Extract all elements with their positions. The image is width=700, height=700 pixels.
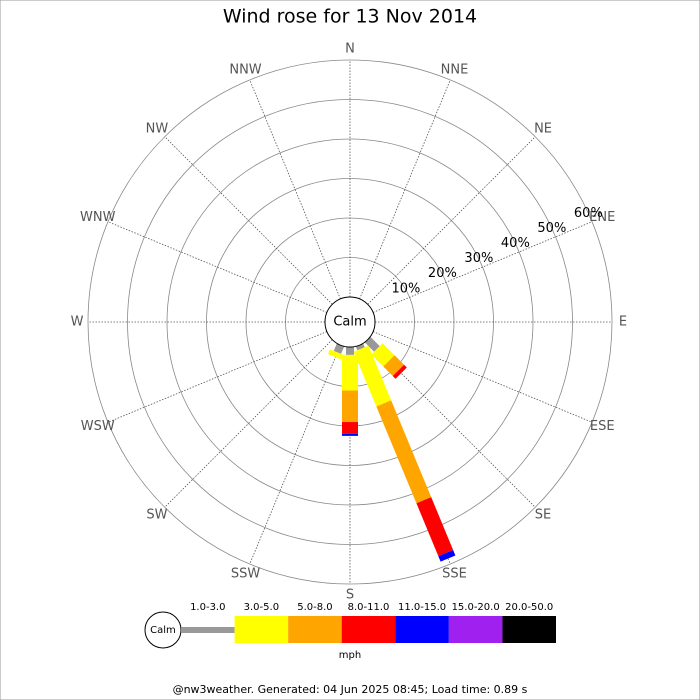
legend-unit: mph	[339, 650, 361, 661]
spoke	[107, 221, 328, 313]
spoke	[359, 79, 451, 300]
chart-title: Wind rose for 13 Nov 2014	[223, 6, 477, 28]
grid-ring	[166, 138, 534, 506]
tick-label: 30%	[464, 251, 493, 266]
legend-swatch	[502, 616, 556, 643]
direction-label: SW	[146, 508, 167, 523]
legend-swatch	[288, 616, 342, 643]
calm-circle	[324, 296, 376, 348]
bar-segment	[353, 345, 392, 407]
bar-segment	[376, 400, 432, 504]
direction-label: WNW	[80, 210, 116, 225]
tick-label: 10%	[391, 281, 420, 296]
legend: Calm mph 1.0-3.0 3.0-5.0 5.0-8.0 8.0-11.0 11…	[144, 602, 556, 661]
bar-segment	[355, 343, 365, 351]
legend-swatch	[181, 627, 235, 633]
bar-segment	[383, 355, 405, 377]
spoke	[367, 136, 536, 305]
spoke	[164, 136, 333, 305]
direction-label: ENE	[589, 210, 615, 225]
direction-label: NE	[534, 121, 552, 136]
direction-label: NW	[146, 121, 169, 136]
bar-segment	[392, 364, 407, 379]
direction-label: W	[71, 315, 84, 330]
bar-segment	[346, 347, 354, 355]
legend-swatch	[341, 616, 396, 643]
bar-segment	[416, 497, 454, 557]
tick-label: 60%	[574, 206, 603, 221]
bar-segment	[333, 343, 345, 354]
grid-ring	[87, 59, 613, 585]
spoke	[249, 79, 341, 300]
direction-label: ESE	[590, 419, 615, 434]
tick-label: 40%	[501, 236, 530, 251]
spoke	[107, 331, 328, 423]
spoke	[372, 221, 593, 313]
spoke	[372, 331, 593, 423]
direction-label: SSW	[231, 567, 261, 582]
direction-label: NNE	[441, 62, 469, 77]
spoke	[164, 339, 333, 508]
legend-label: 20.0-50.0	[505, 602, 553, 613]
legend-label: 3.0-5.0	[244, 602, 279, 613]
direction-label: S	[346, 588, 354, 603]
legend-label: 8.0-11.0	[348, 602, 390, 613]
legend-label: 1.0-3.0	[190, 602, 225, 613]
bar-segment	[328, 349, 345, 361]
direction-label: N	[345, 42, 355, 57]
tick-label: 20%	[428, 266, 457, 281]
legend-swatch	[234, 616, 289, 643]
direction-label: E	[619, 315, 627, 330]
direction-label: SE	[535, 508, 551, 523]
bars	[323, 295, 456, 562]
footer: @nw3weather. Generated: 04 Jun 2025 08:4…	[173, 683, 528, 696]
bar-segment	[342, 433, 358, 436]
legend-calm-label: Calm	[150, 625, 176, 636]
grid-ring	[127, 99, 573, 545]
spoke	[249, 344, 341, 565]
legend-swatch	[395, 616, 449, 643]
calm-label: Calm	[333, 315, 366, 330]
legend-label: 11.0-15.0	[398, 602, 446, 613]
bar-segment	[364, 336, 380, 352]
legend-swatch	[448, 616, 503, 643]
direction-label: SSE	[442, 567, 467, 582]
bar-segment	[371, 343, 395, 367]
bar-segment	[342, 422, 358, 434]
direction-label: WSW	[81, 419, 115, 434]
tick-labels: 10% 20% 30% 40% 50% 60%	[391, 206, 602, 297]
legend-label: 15.0-20.0	[452, 602, 500, 613]
direction-label: NNW	[229, 62, 261, 77]
bar-segment	[438, 550, 456, 562]
bar-segment	[342, 354, 358, 391]
legend-label: 5.0-8.0	[297, 602, 332, 613]
tick-label: 50%	[537, 221, 566, 236]
bar-segment	[342, 390, 358, 423]
